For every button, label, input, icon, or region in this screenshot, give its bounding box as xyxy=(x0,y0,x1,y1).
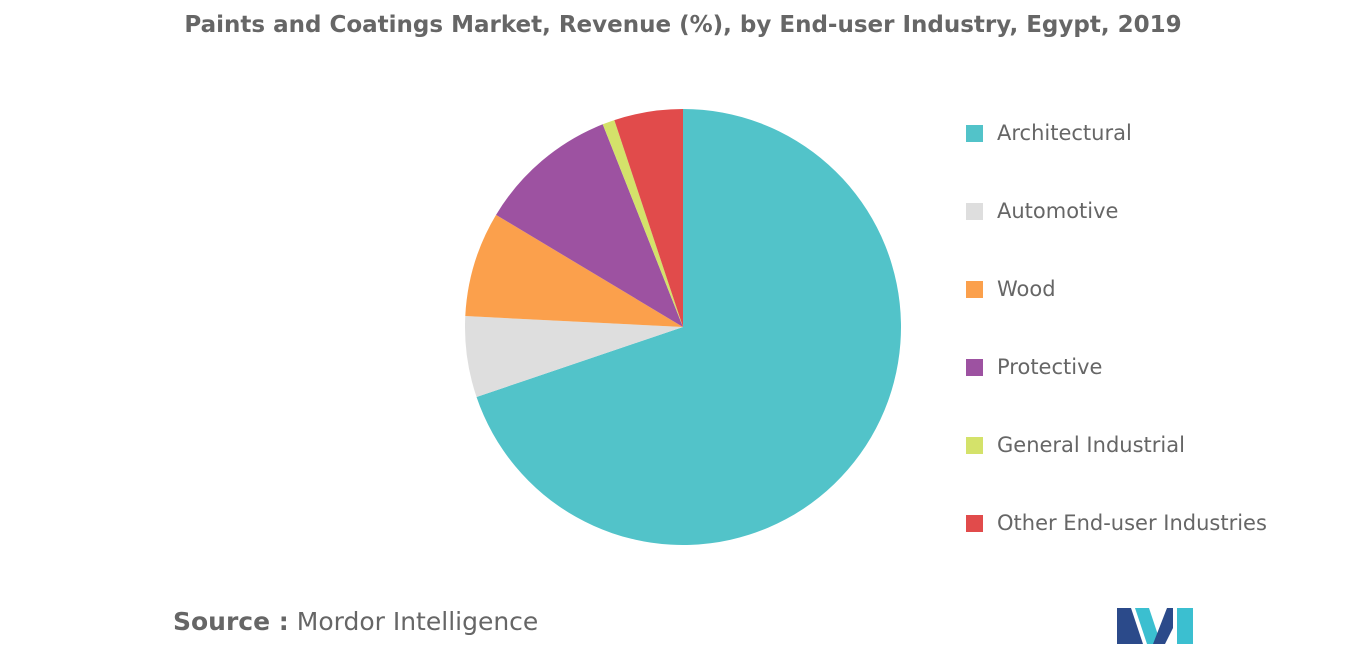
legend-swatch xyxy=(966,358,983,376)
logo-shape-left xyxy=(1117,608,1143,644)
source-name: Mordor Intelligence xyxy=(296,607,539,636)
legend-label: General Industrial xyxy=(997,433,1185,457)
legend-item-automotive: Automotive xyxy=(966,196,1267,226)
logo-shape-right xyxy=(1177,608,1193,644)
legend-swatch xyxy=(966,124,983,142)
legend-label: Other End-user Industries xyxy=(997,511,1267,535)
source-credit: Source : Mordor Intelligence xyxy=(173,607,538,636)
legend-label: Protective xyxy=(997,355,1103,379)
legend-swatch xyxy=(966,280,983,298)
pie-slice-other-end-user-industries xyxy=(614,109,683,327)
legend-swatch xyxy=(966,514,983,532)
legend-item-architectural: Architectural xyxy=(966,118,1267,148)
pie-slice-automotive xyxy=(465,316,683,397)
pie-slice-protective xyxy=(496,124,683,328)
legend: Architectural Automotive Wood Protective… xyxy=(966,118,1267,586)
pie-slice-architectural xyxy=(476,109,901,545)
legend-item-protective: Protective xyxy=(966,352,1267,382)
legend-swatch xyxy=(966,436,983,454)
chart-title: Paints and Coatings Market, Revenue (%),… xyxy=(184,12,1182,38)
logo-shape-mid-left xyxy=(1135,608,1161,644)
legend-label: Automotive xyxy=(997,199,1119,223)
pie-slice-general-industrial xyxy=(602,120,683,327)
mordor-intelligence-logo xyxy=(1117,608,1193,644)
legend-item-wood: Wood xyxy=(966,274,1267,304)
pie-slice-wood xyxy=(465,214,683,327)
source-prefix: Source : xyxy=(173,607,289,636)
legend-swatch xyxy=(966,202,983,220)
legend-item-other-end-user-industries: Other End-user Industries xyxy=(966,508,1267,538)
legend-label: Wood xyxy=(997,277,1056,301)
legend-label: Architectural xyxy=(997,121,1132,145)
logo-shape-mid-right xyxy=(1153,608,1173,644)
legend-item-general-industrial: General Industrial xyxy=(966,430,1267,460)
